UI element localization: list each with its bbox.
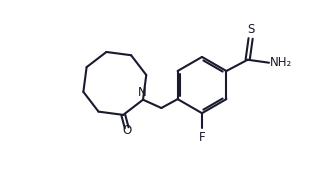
Text: O: O: [122, 124, 132, 137]
Text: N: N: [138, 86, 147, 99]
Text: S: S: [247, 23, 254, 36]
Text: F: F: [199, 131, 205, 144]
Text: NH₂: NH₂: [270, 56, 292, 69]
